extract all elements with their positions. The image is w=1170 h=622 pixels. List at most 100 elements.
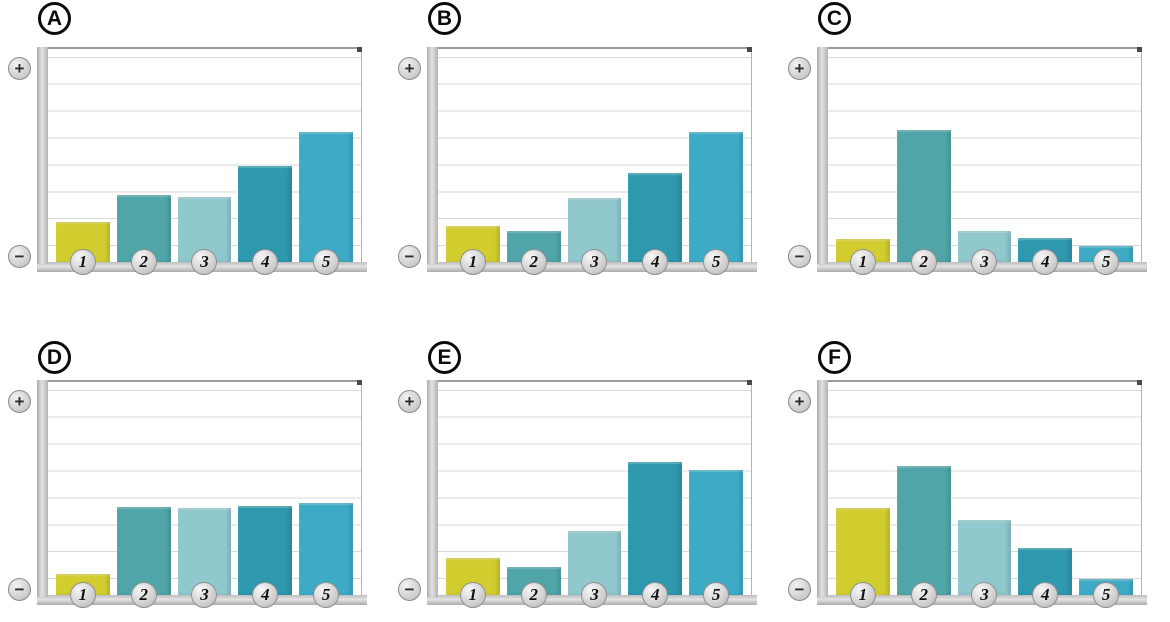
bars: 1 2 3 4 5 <box>446 49 743 275</box>
bar-label-5: 5 <box>703 249 730 275</box>
plot-area: 1 2 3 4 5 <box>817 47 1147 275</box>
minus-icon: − <box>398 245 421 268</box>
bar-label-2: 2 <box>910 249 937 275</box>
bar-label-3: 3 <box>581 249 608 275</box>
panel-f: F + − 1 2 3 4 5 <box>780 320 1170 622</box>
bar-label-1: 1 <box>849 582 876 608</box>
minus-icon: − <box>788 578 811 601</box>
frame-corner <box>357 47 362 52</box>
frame-corner <box>747 380 752 385</box>
bars: 1 2 3 4 5 <box>836 382 1133 608</box>
plus-icon: + <box>788 57 811 80</box>
bars: 1 2 3 4 5 <box>56 382 353 608</box>
bar-2: 2 <box>506 567 561 608</box>
bar-label-1: 1 <box>69 582 96 608</box>
bar-3: 3 <box>177 196 232 275</box>
bar-label-2: 2 <box>520 582 547 608</box>
bar-2: 2 <box>116 507 171 608</box>
bar-5: 5 <box>299 503 353 608</box>
bar-label-2: 2 <box>130 582 157 608</box>
bar-4: 4 <box>238 166 293 275</box>
minus-icon: − <box>788 245 811 268</box>
minus-icon: − <box>398 578 421 601</box>
bar-2: 2 <box>116 195 171 275</box>
bar-label-3: 3 <box>191 582 218 608</box>
bar-label-4: 4 <box>252 249 279 275</box>
bar-5: 5 <box>299 131 353 275</box>
panel-a: A + − 1 2 3 4 5 <box>0 0 390 320</box>
y-axis-bar <box>37 380 48 597</box>
frame-corner <box>747 47 752 52</box>
plus-icon: + <box>8 390 31 413</box>
bar-5: 5 <box>1079 246 1133 275</box>
bar-label-1: 1 <box>459 249 486 275</box>
bar-4: 4 <box>1018 238 1073 275</box>
panel-c-label: C <box>818 2 851 35</box>
bar-4: 4 <box>238 505 293 608</box>
bar-4: 4 <box>628 461 683 608</box>
panel-f-label: F <box>818 341 851 374</box>
bar-4: 4 <box>628 172 683 275</box>
bar-label-3: 3 <box>581 582 608 608</box>
plot-area: 1 2 3 4 5 <box>427 380 757 608</box>
bar-2: 2 <box>506 231 561 275</box>
plot-area: 1 2 3 4 5 <box>817 380 1147 608</box>
bar-label-1: 1 <box>459 582 486 608</box>
y-axis-bar <box>817 380 828 597</box>
bar-label-4: 4 <box>1032 249 1059 275</box>
panel-d-chart: + − 1 2 3 4 5 <box>8 380 367 608</box>
bar-label-4: 4 <box>642 582 669 608</box>
panel-a-chart: + − 1 2 3 4 5 <box>8 47 367 275</box>
bar-label-5: 5 <box>313 582 340 608</box>
panel-f-chart: + − 1 2 3 4 5 <box>788 380 1147 608</box>
bar-2: 2 <box>896 465 951 608</box>
plus-icon: + <box>8 57 31 80</box>
bars: 1 2 3 4 5 <box>56 49 353 275</box>
plus-icon: + <box>788 390 811 413</box>
minus-icon: − <box>8 578 31 601</box>
bar-label-2: 2 <box>910 582 937 608</box>
bar-label-4: 4 <box>642 249 669 275</box>
plot-area: 1 2 3 4 5 <box>427 47 757 275</box>
panel-b-chart: + − 1 2 3 4 5 <box>398 47 757 275</box>
bar-label-3: 3 <box>191 249 218 275</box>
bar-3: 3 <box>567 531 622 608</box>
bar-label-3: 3 <box>971 582 998 608</box>
plot-area: 1 2 3 4 5 <box>37 380 367 608</box>
panel-a-label: A <box>38 2 71 35</box>
bar-label-1: 1 <box>849 249 876 275</box>
bar-1: 1 <box>836 239 890 275</box>
panel-e: E + − 1 2 3 4 5 <box>390 320 780 622</box>
panel-c-chart: + − 1 2 3 4 5 <box>788 47 1147 275</box>
bar-label-5: 5 <box>1093 582 1120 608</box>
bar-5: 5 <box>689 469 743 608</box>
bar-4: 4 <box>1018 548 1073 608</box>
y-axis-bar <box>427 47 438 264</box>
bar-1: 1 <box>446 557 500 608</box>
bar-2: 2 <box>896 130 951 275</box>
panel-d-label: D <box>38 341 71 374</box>
bar-1: 1 <box>836 508 890 608</box>
bar-label-2: 2 <box>520 249 547 275</box>
bar-label-1: 1 <box>69 249 96 275</box>
bar-label-3: 3 <box>971 249 998 275</box>
bar-label-5: 5 <box>313 249 340 275</box>
frame-corner <box>1137 380 1142 385</box>
panel-e-label: E <box>428 341 461 374</box>
bar-1: 1 <box>446 226 500 275</box>
plus-icon: + <box>398 390 421 413</box>
bar-3: 3 <box>177 508 232 608</box>
y-axis-bar <box>37 47 48 264</box>
frame-corner <box>1137 47 1142 52</box>
plot-area: 1 2 3 4 5 <box>37 47 367 275</box>
bar-label-2: 2 <box>130 249 157 275</box>
bars: 1 2 3 4 5 <box>446 382 743 608</box>
bar-3: 3 <box>957 231 1012 275</box>
panel-b: B + − 1 2 3 4 5 <box>390 0 780 320</box>
panel-c: C + − 1 2 3 4 5 <box>780 0 1170 320</box>
bars: 1 2 3 4 5 <box>836 49 1133 275</box>
bar-label-4: 4 <box>252 582 279 608</box>
bar-3: 3 <box>567 198 622 275</box>
panel-b-label: B <box>428 2 461 35</box>
